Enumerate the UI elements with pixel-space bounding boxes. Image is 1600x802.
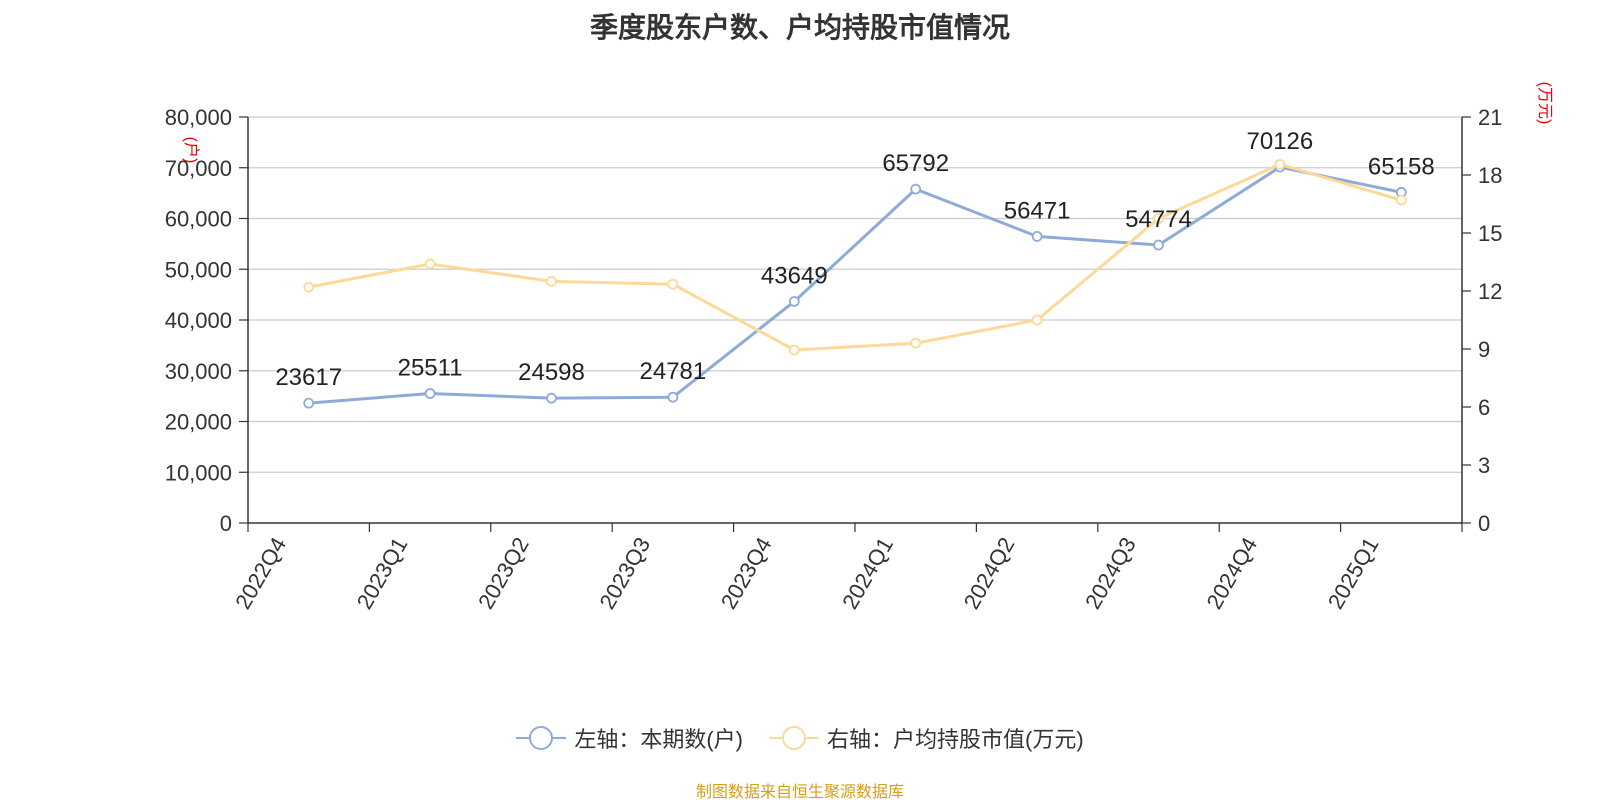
right-axis-tick-label: 0: [1478, 511, 1490, 536]
right-series-point: [424, 258, 436, 270]
right-series-point: [1274, 158, 1286, 170]
legend-item-right-series[interactable]: 右轴：户均持股市值(万元): [769, 722, 1084, 754]
x-axis-tick-label: 2023Q3: [594, 533, 655, 613]
left-axis-tick-label: 10,000: [165, 460, 232, 485]
x-axis-tick-label: 2023Q4: [716, 533, 777, 613]
data-label: 65158: [1368, 153, 1435, 180]
left-axis-tick-label: 70,000: [165, 156, 232, 181]
left-axis-tick-label: 20,000: [165, 410, 232, 435]
legend-left-series-icon: [516, 723, 567, 753]
left-axis-tick-label: 40,000: [165, 308, 232, 333]
right-series-point: [667, 278, 679, 290]
right-axis-tick-label: 3: [1478, 453, 1490, 478]
data-label: 23617: [275, 364, 342, 391]
x-axis-tick-label: 2024Q2: [959, 533, 1020, 613]
data-label: 24781: [640, 358, 707, 385]
left-series-line: [308, 165, 1402, 405]
right-series-point: [788, 344, 800, 356]
data-label: 70126: [1247, 128, 1314, 155]
left-axis-tick-label: 80,000: [165, 105, 232, 130]
left-series-point: [788, 296, 800, 307]
right-axis-tick-label: 6: [1478, 395, 1490, 420]
x-axis-tick-label: 2023Q2: [473, 533, 534, 613]
right-series-point: [910, 337, 922, 349]
left-axis-tick-label: 60,000: [165, 207, 232, 232]
left-series-point: [1031, 231, 1043, 242]
data-labels: 23617 25511 24598 24781 43649 65792 56471 54774…: [275, 128, 1434, 391]
left-series-point: [424, 388, 436, 399]
x-axis-tick-label: 2024Q3: [1080, 533, 1141, 613]
data-label: 56471: [1004, 197, 1071, 224]
right-axis-tick-label: 18: [1478, 163, 1502, 188]
left-axis-tick-label: 50,000: [165, 257, 232, 282]
chart-title: 季度股东户数、户均持股市值情况: [589, 12, 1010, 43]
legend: 左轴：本期数(户) 右轴：户均持股市值(万元): [0, 722, 1600, 754]
source-note: 制图数据来自恒生聚源数据库: [695, 784, 904, 801]
legend-right-series-label: 右轴：户均持股市值(万元): [827, 727, 1084, 752]
right-series-point: [1031, 314, 1043, 326]
x-axis-tick-label: 2022Q4: [230, 533, 291, 613]
left-series-point: [1153, 239, 1164, 251]
x-axis-tick-label: 2025Q1: [1323, 533, 1384, 613]
data-label: 24598: [518, 359, 585, 386]
right-axis-tick-label: 9: [1478, 337, 1490, 362]
left-series-point: [546, 392, 557, 404]
right-series-point: [1153, 213, 1164, 224]
data-label: 54774: [1125, 206, 1192, 233]
data-label: 65792: [882, 150, 949, 177]
right-series-point: [546, 275, 557, 287]
left-series-point: [303, 397, 315, 409]
right-series-point: [303, 281, 315, 293]
x-axis-tick-label: 2023Q1: [352, 533, 413, 613]
left-series-point: [667, 391, 679, 403]
legend-item-left-series[interactable]: 左轴：本期数(户): [516, 722, 743, 754]
line-chart: 0 10,000 20,000 30,000 40,000 50,000 60,000 70,…: [165, 82, 1553, 614]
left-axis-tick-label: 30,000: [165, 359, 232, 384]
right-axis-tick-label: 21: [1478, 105, 1502, 130]
legend-left-series-label: 左轴：本期数(户): [574, 727, 743, 752]
right-axis-tick-label: 15: [1478, 221, 1502, 246]
x-axis-tick-label: 2024Q4: [1201, 533, 1262, 613]
data-label: 25511: [398, 355, 463, 382]
right-axis-unit-label: (万元): [1536, 82, 1553, 125]
legend-right-series-icon: [769, 723, 819, 753]
left-axis-unit-label: (户): [182, 137, 200, 164]
grid-lines: [248, 116, 1462, 473]
right-axis-tick-label: 12: [1478, 279, 1502, 304]
right-series-point: [1395, 194, 1407, 206]
right-series-line: [308, 162, 1402, 352]
left-axis-tick-label: 0: [220, 511, 232, 536]
left-series-point: [910, 183, 922, 195]
data-label: 43649: [761, 262, 828, 289]
series-lines: [303, 158, 1407, 409]
x-axis-tick-label: 2024Q1: [837, 533, 898, 613]
